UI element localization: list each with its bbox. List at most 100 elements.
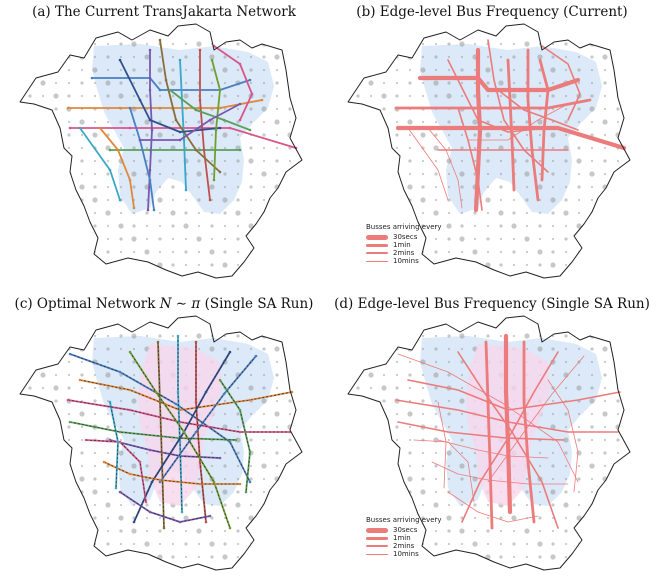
frequency-edge [437,401,447,489]
frequency-legend: Busses arriving every 30secs 1min 2mins … [366,223,442,265]
optimal-route-stops [195,342,207,523]
legend-item-2mins: 2mins [366,542,442,550]
stop-node [118,106,122,110]
stop-node [68,126,72,130]
frequency-edge [413,439,475,503]
stop-node [128,408,132,412]
stop-node [66,398,70,402]
map-panel-b [347,23,631,279]
frequency-edge [541,45,581,121]
stop-node [238,118,242,122]
stop-node [228,440,232,444]
frequency-legend: Busses arriving every 30secs 1min 2mins … [366,516,442,558]
frequency-edge [473,47,483,213]
stop-node [158,88,162,92]
stop-node [178,138,182,142]
optimal-route-stops [177,336,183,513]
stop-node [148,178,152,182]
optimal-route-stops [109,439,221,459]
stop-node [184,188,188,192]
stop-node [218,170,222,174]
stop-node [118,440,122,444]
stop-node [218,88,222,92]
map-panel-c [19,315,303,571]
stop-node [118,370,122,374]
stop-node [218,378,222,382]
stop-node [118,430,122,434]
stop-node [228,126,232,130]
stop-node [198,148,202,152]
stop-node [150,128,154,132]
current-route [169,89,251,131]
city-boundary [347,315,631,571]
frequency-edge [484,340,494,530]
stop-node [238,102,242,106]
stop-node [248,128,252,132]
stop-node [214,128,218,132]
frequency-edge [431,461,569,485]
current-route [129,107,155,211]
frequency-edge [522,340,536,524]
stop-node [212,480,216,484]
stop-node [116,440,120,444]
stop-node [290,390,294,394]
stop-node [108,148,112,152]
frequency-edges [394,39,627,213]
stop-node [198,48,202,52]
legend-item-1min: 1min [366,534,442,542]
optimal-route [119,491,211,523]
stop-node [66,106,70,110]
panel-title: (c) Optimal Network N ∼ π (Single SA Run… [14,296,314,312]
legend-item-30secs: 30secs [366,233,442,241]
stop-node [228,526,232,530]
legend-item-30secs: 30secs [366,526,442,534]
stop-node [178,58,182,62]
stop-node [128,350,132,354]
stop-node [238,482,242,486]
legend-item-1min: 1min [366,241,442,249]
panel-title: (d) Edge-level Bus Frequency (Single SA … [334,296,650,312]
title-math: N ∼ π [159,296,201,312]
stop-node [218,126,222,130]
route-lines [66,334,294,530]
stop-node [78,126,82,130]
stop-node [260,98,264,102]
stop-node [254,354,258,358]
stop-node [198,482,202,486]
stop-node [180,510,184,514]
frequency-edge [397,353,579,483]
stop-node [150,480,154,484]
map-panel-d [347,315,631,571]
stop-node [156,340,160,344]
stop-node [238,148,242,152]
stop-node [178,130,182,134]
optimal-route-stops [69,421,237,441]
stop-node [118,490,122,494]
stop-node [158,38,162,42]
stop-node [138,460,142,464]
stop-node [148,168,152,172]
stop-node [128,126,132,130]
stop-node [152,208,156,212]
stop-node [238,408,242,412]
frequency-edge [547,379,579,493]
frequency-edge [407,127,449,201]
stop-node [102,460,106,464]
stop-node [248,450,252,454]
stop-node [248,78,252,82]
legend-item-10mins: 10mins [366,550,442,558]
frequency-edge [447,491,539,523]
stop-node [238,430,242,434]
stop-node [148,448,152,452]
stop-node [208,118,212,122]
frequency-edge [427,127,463,209]
stop-node [248,398,252,402]
stop-node [202,148,206,152]
stop-node [132,520,136,524]
stop-node [194,430,198,434]
frequency-edge [417,75,581,93]
frequency-edge [394,98,592,110]
stop-node [158,106,162,110]
stop-node [128,106,132,110]
stop-node [182,430,186,434]
